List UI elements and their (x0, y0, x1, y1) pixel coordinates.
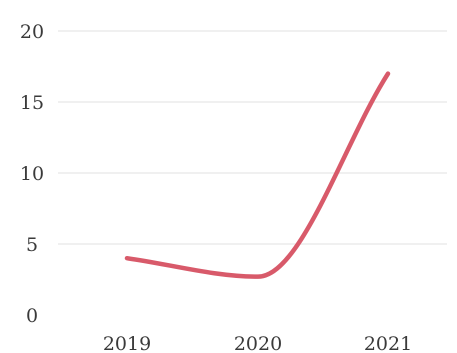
x-tick-label: 2021 (364, 333, 412, 353)
x-tick-label: 2019 (103, 333, 151, 353)
y-axis-tick-labels: 0 5 10 15 20 (20, 21, 44, 327)
x-axis-tick-labels: 2019 2020 2021 (103, 333, 412, 353)
grid-layer (58, 30, 447, 245)
y-tick-label: 15 (20, 92, 44, 114)
series-line-0 (124, 71, 391, 279)
y-tick-label: 5 (26, 234, 38, 256)
y-tick-label: 10 (20, 163, 44, 185)
y-tick-label: 20 (20, 21, 44, 43)
y-tick-label: 0 (26, 305, 38, 327)
series-layer (124, 71, 391, 279)
x-tick-label: 2020 (234, 333, 282, 353)
